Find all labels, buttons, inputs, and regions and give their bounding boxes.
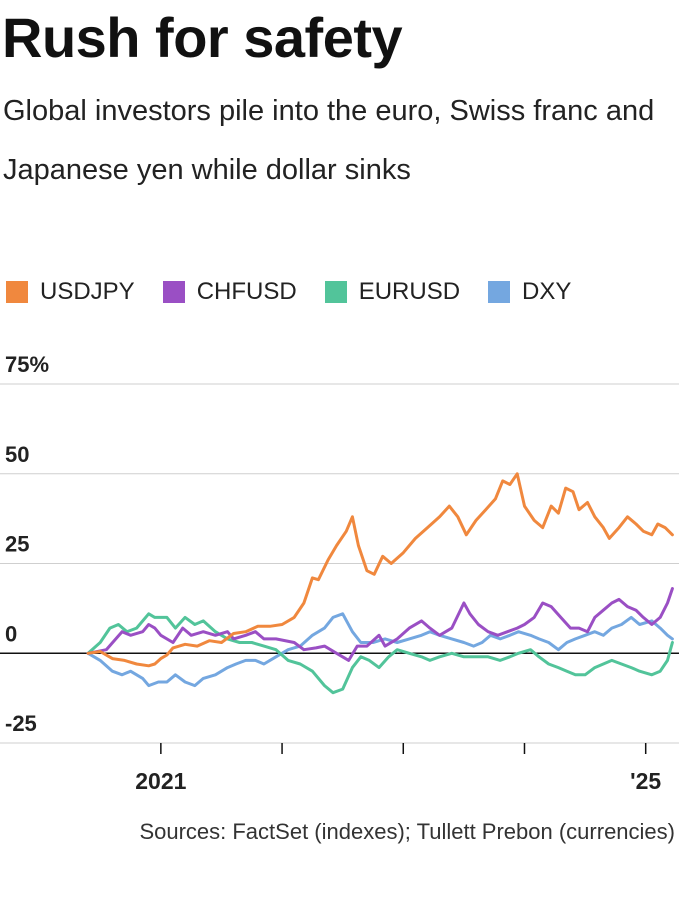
- y-tick-label: 75%: [5, 352, 49, 377]
- legend-label-dxy: DXY: [522, 278, 572, 305]
- legend-swatch-chfusd: [162, 281, 185, 303]
- legend-label-chfusd: CHFUSD: [196, 278, 297, 305]
- series-line-eurusd: [86, 612, 674, 695]
- legend-swatch-eurusd: [324, 281, 347, 303]
- series-line-dxy: [86, 612, 674, 688]
- y-tick-label: 25: [5, 532, 29, 557]
- x-tick-label: '25: [630, 768, 661, 794]
- legend-item-dxy: DXY: [488, 278, 571, 306]
- legend-item-chfusd: CHFUSD: [162, 278, 297, 306]
- legend-label-usdjpy: USDJPY: [40, 278, 135, 305]
- legend-swatch-dxy: [488, 281, 511, 303]
- legend: USDJPY CHFUSD EURUSD DXY: [6, 272, 599, 312]
- chart-subtitle: Global investors pile into the euro, Swi…: [3, 95, 655, 186]
- y-tick-label: -25: [5, 711, 37, 736]
- series-line-usdjpy: [86, 472, 674, 668]
- chart-title: Rush for safety: [2, 6, 403, 69]
- legend-label-eurusd: EURUSD: [358, 278, 461, 305]
- legend-swatch-usdjpy: [6, 281, 28, 303]
- legend-item-eurusd: EURUSD: [324, 278, 461, 306]
- y-tick-label: 0: [5, 621, 17, 646]
- series-line-chfusd: [86, 587, 674, 662]
- legend-item-usdjpy: USDJPY: [6, 278, 135, 306]
- y-tick-label: 50: [5, 442, 29, 467]
- x-tick-label: 2021: [135, 768, 186, 794]
- line-chart: 75% 50 25 0 -25 2021 '25: [0, 352, 679, 794]
- source-note: Sources: FactSet (indexes); Tullett Preb…: [139, 819, 675, 844]
